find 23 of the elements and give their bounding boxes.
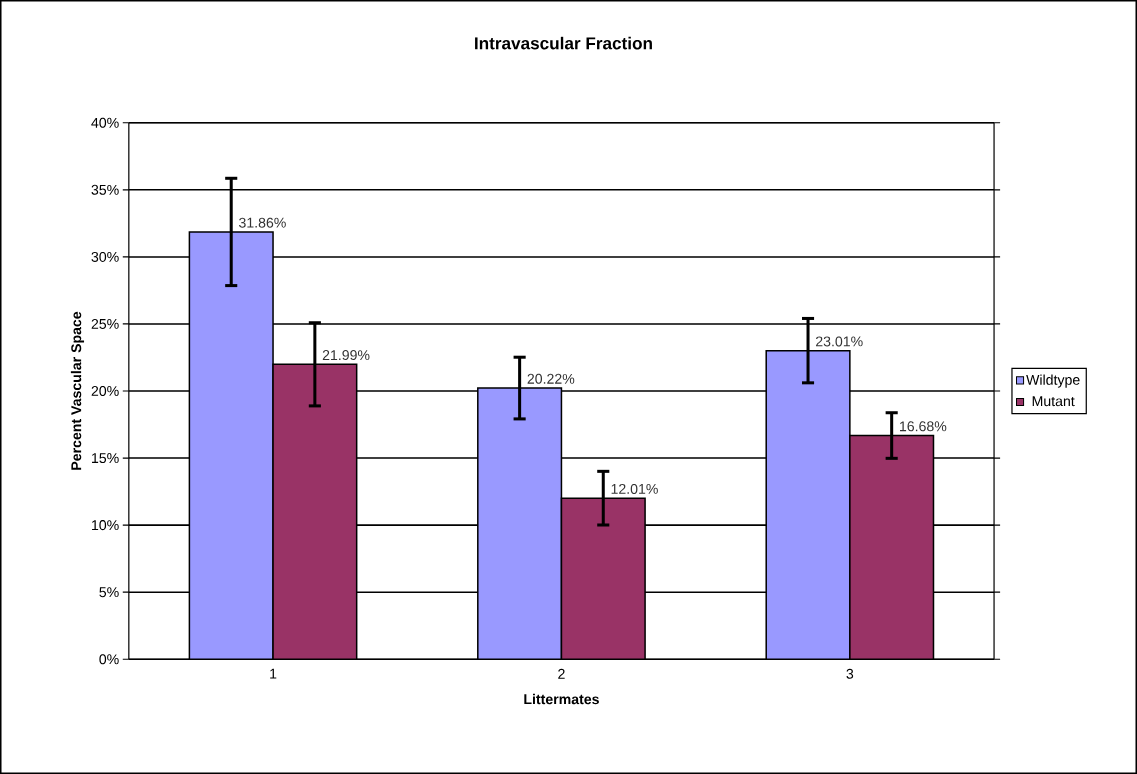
y-tick-label: 15% <box>92 453 119 464</box>
y-axis-title: Percent Vascular Space <box>70 311 85 470</box>
chart-title: Intravascular Fraction <box>475 36 652 50</box>
y-tick-label: 35% <box>91 184 119 195</box>
y-tick-label: 30% <box>91 251 119 262</box>
data-label: 23.01% <box>816 336 863 347</box>
x-axis-title: Littermates <box>524 693 599 705</box>
x-tick-label: 3 <box>846 668 854 679</box>
data-label: 16.68% <box>900 421 947 432</box>
y-tick-label: 40% <box>91 117 119 128</box>
legend-label: Wildtype <box>1026 374 1080 388</box>
y-tick-label: 5% <box>99 587 119 598</box>
data-label: 12.01% <box>611 483 658 494</box>
data-label: 21.99% <box>322 350 370 361</box>
data-label: 31.86% <box>239 217 286 228</box>
data-label: 20.22% <box>527 373 575 384</box>
legend-label: Mutant <box>1032 396 1075 407</box>
y-tick-label: 20% <box>91 386 119 397</box>
x-tick-label: 2 <box>558 668 565 679</box>
y-tick-label: 0% <box>99 654 119 665</box>
x-tick-label: 1 <box>270 668 277 679</box>
y-tick-label: 25% <box>91 318 119 329</box>
y-tick-label: 10% <box>92 520 119 531</box>
